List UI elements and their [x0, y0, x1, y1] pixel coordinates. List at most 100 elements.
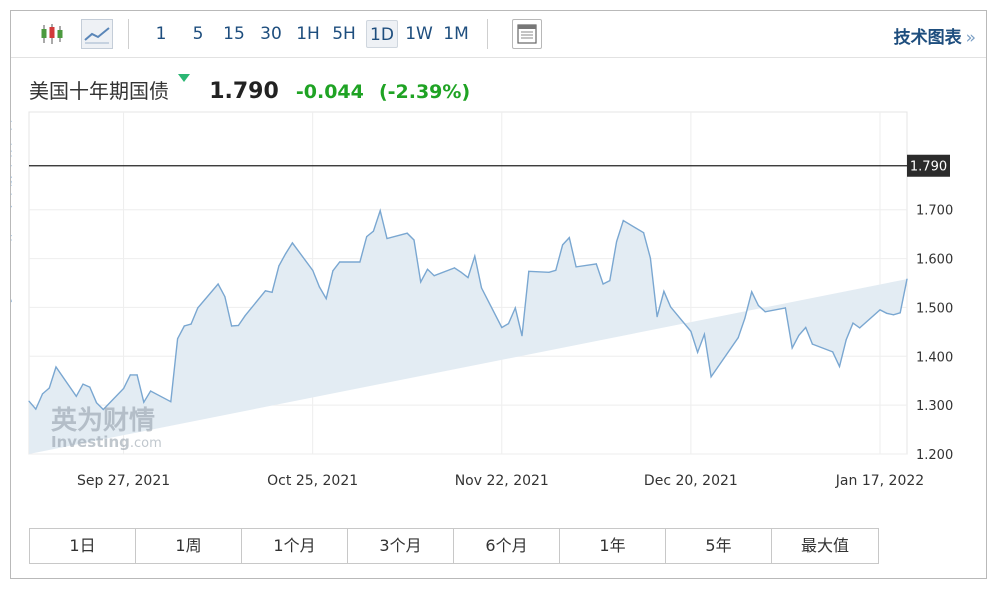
x-tick-label: Sep 27, 2021 [77, 473, 170, 489]
data-point [237, 324, 239, 327]
data-point [717, 366, 719, 368]
data-point [11, 155, 12, 157]
data-point [514, 307, 516, 309]
range-max[interactable]: 最大值 [800, 536, 849, 555]
data-point [143, 401, 145, 403]
data-point [217, 283, 219, 285]
table-view-icon[interactable] [512, 19, 542, 49]
interval-30[interactable]: 30 [260, 24, 282, 44]
data-point [764, 311, 766, 313]
data-point [197, 307, 199, 309]
toolbar-divider [487, 19, 488, 49]
range-selector: 1日 1周 1个月 3个月 6个月 1年 5年 最大值 [29, 528, 879, 564]
data-point [616, 240, 618, 243]
interval-1h[interactable]: 1H [296, 24, 320, 44]
data-point [521, 335, 523, 337]
data-point [845, 339, 847, 341]
data-point [832, 351, 834, 353]
data-point [426, 268, 429, 270]
chart-toolbar: 1 5 15 30 1H 5H 1D 1W 1M 技术图表» [11, 11, 986, 58]
data-point [859, 327, 861, 329]
data-point [312, 269, 314, 271]
data-point [892, 314, 895, 316]
data-point [285, 253, 287, 255]
data-point [190, 323, 192, 325]
data-point [663, 290, 665, 292]
data-point [548, 271, 550, 273]
data-point [791, 347, 793, 349]
y-tick-label: 1.600 [916, 253, 953, 268]
data-point [150, 390, 152, 392]
data-point [11, 206, 12, 208]
plot-area: 1.200 1.300 1.400 1.500 1.600 1.700 Sep 27, 20… [11, 111, 953, 489]
candlestick-chart-icon[interactable] [37, 19, 67, 49]
data-point [264, 290, 266, 292]
interval-5h[interactable]: 5H [332, 24, 356, 44]
down-triangle-icon [178, 67, 191, 86]
data-point [643, 232, 645, 234]
range-5-years[interactable]: 5年 [666, 529, 772, 563]
range-3-months[interactable]: 3个月 [348, 529, 454, 563]
data-point [670, 306, 672, 308]
data-point [703, 333, 706, 335]
last-value-tag [907, 154, 950, 177]
data-point [737, 337, 739, 339]
data-point [649, 257, 652, 259]
data-point [89, 386, 91, 388]
data-point [433, 275, 435, 277]
data-point [460, 271, 462, 273]
range-6-months[interactable]: 6个月 [454, 529, 560, 563]
data-point [129, 374, 131, 376]
data-point [379, 210, 381, 212]
data-point [224, 296, 226, 298]
interval-1m[interactable]: 1M [443, 24, 469, 44]
data-point [757, 304, 760, 307]
data-point [528, 270, 530, 272]
data-point [11, 301, 12, 303]
data-point [811, 343, 814, 345]
data-point [852, 322, 854, 324]
x-tick-label: Oct 25, 2021 [267, 473, 358, 489]
y-tick-label: 1.500 [916, 301, 953, 316]
data-point [359, 261, 361, 263]
data-point [453, 267, 456, 269]
interval-5[interactable]: 5 [192, 24, 204, 44]
price-chart: 1.200 1.300 1.400 1.500 1.600 1.700 Sep 27, 20… [11, 111, 953, 489]
data-point [339, 261, 341, 263]
data-point [555, 269, 557, 271]
data-point [11, 143, 12, 145]
interval-15[interactable]: 15 [223, 24, 245, 44]
y-tick-label: 1.200 [916, 448, 953, 463]
series-area [29, 210, 907, 454]
range-1-week[interactable]: 1周 [136, 529, 242, 563]
data-point [744, 317, 746, 319]
interval-1[interactable]: 1 [155, 24, 167, 44]
data-point [751, 291, 753, 293]
technical-chart-link[interactable]: 技术图表» [894, 23, 976, 48]
interval-1d[interactable]: 1D [366, 20, 398, 48]
range-1-day[interactable]: 1日 [30, 529, 136, 563]
data-point [291, 242, 293, 244]
data-point [332, 270, 334, 272]
interval-1w[interactable]: 1W [405, 24, 433, 44]
watermark-brand-en: Investing.com [51, 433, 162, 451]
range-1-month[interactable]: 1个月 [242, 529, 348, 563]
chart-widget: 1 5 15 30 1H 5H 1D 1W 1M 技术图表» 美国十年期国债 1… [10, 10, 987, 579]
data-point [278, 265, 280, 267]
line-chart-icon[interactable] [81, 19, 113, 49]
range-1-year[interactable]: 1年 [560, 529, 666, 563]
data-point [170, 401, 172, 403]
y-tick-label: 1.700 [916, 204, 953, 219]
data-point [480, 287, 483, 289]
data-point [244, 315, 246, 317]
data-point [906, 278, 908, 280]
data-point [231, 325, 233, 327]
y-tick-label: 1.400 [916, 350, 953, 365]
data-point [697, 351, 699, 353]
data-point [35, 408, 37, 410]
quote-header: 美国十年期国债 1.790 -0.044 (-2.39%) [29, 74, 470, 107]
data-point [501, 326, 503, 329]
data-point [595, 263, 597, 265]
data-point [622, 219, 624, 222]
data-point [11, 120, 12, 122]
